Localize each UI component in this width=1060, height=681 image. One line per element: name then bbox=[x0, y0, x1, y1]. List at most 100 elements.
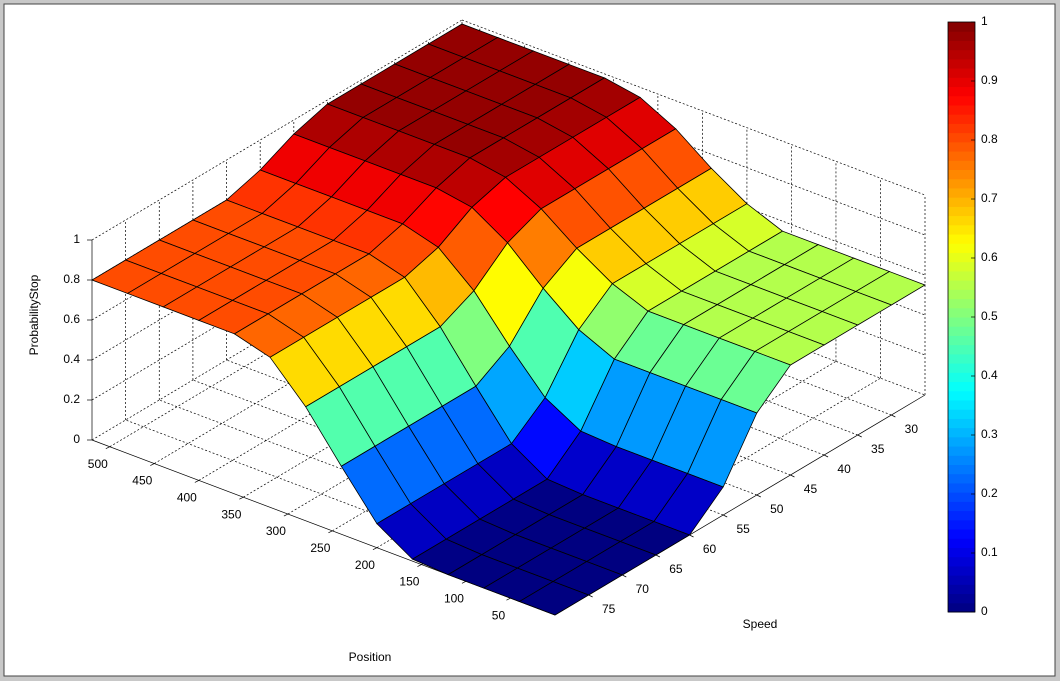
colorbar-tick-label: 0.6 bbox=[981, 250, 998, 264]
colorbar-swatch bbox=[948, 160, 975, 170]
colorbar-swatch bbox=[948, 455, 975, 465]
colorbar-swatch bbox=[948, 593, 975, 604]
colorbar-swatch bbox=[948, 519, 975, 530]
y-tick-label: 45 bbox=[804, 482, 818, 496]
x-tick-label: 50 bbox=[492, 608, 506, 622]
colorbar-swatch bbox=[948, 584, 975, 595]
x-tick bbox=[372, 547, 378, 551]
colorbar-tick-label: 0.3 bbox=[981, 427, 998, 441]
y-axis-label: Speed bbox=[743, 617, 778, 631]
x-tick bbox=[283, 513, 289, 517]
colorbar-swatch bbox=[948, 234, 975, 244]
grid-line bbox=[461, 59, 926, 236]
x-axis-label: Position bbox=[349, 650, 392, 664]
colorbar-swatch bbox=[948, 151, 975, 161]
colorbar-swatch bbox=[948, 556, 975, 567]
colorbar-swatch bbox=[948, 243, 975, 253]
x-tick bbox=[105, 446, 110, 450]
colorbar-swatch bbox=[948, 418, 975, 429]
z-tick-label: 1 bbox=[73, 232, 80, 246]
colorbar-tick-label: 0 bbox=[981, 604, 988, 618]
colorbar-swatch bbox=[948, 464, 975, 475]
colorbar-swatch bbox=[948, 307, 975, 318]
y-tick bbox=[622, 574, 627, 578]
colorbar-swatch bbox=[948, 114, 975, 124]
colorbar-swatch bbox=[948, 261, 975, 272]
colorbar-tick-label: 0.7 bbox=[981, 191, 998, 205]
colorbar-swatch bbox=[948, 280, 975, 290]
colorbar-swatch bbox=[948, 344, 975, 355]
colorbar-swatch bbox=[948, 123, 975, 134]
colorbar-swatch bbox=[948, 31, 975, 41]
y-tick bbox=[689, 534, 694, 538]
colorbar-swatch bbox=[948, 538, 975, 548]
x-tick-label: 500 bbox=[88, 457, 108, 471]
colorbar-swatch bbox=[948, 270, 975, 281]
colorbar-swatch bbox=[948, 390, 975, 401]
colorbar-swatch bbox=[948, 353, 975, 364]
grid-line bbox=[461, 219, 926, 396]
colorbar-swatch bbox=[948, 427, 975, 438]
y-tick bbox=[790, 474, 795, 478]
colorbar-swatch bbox=[948, 602, 975, 613]
colorbar-swatch bbox=[948, 104, 975, 115]
y-tick-label: 55 bbox=[737, 522, 751, 536]
x-tick-label: 400 bbox=[177, 491, 197, 505]
x-tick bbox=[417, 564, 422, 567]
colorbar-tick-label: 0.9 bbox=[981, 73, 998, 87]
x-tick-label: 300 bbox=[266, 524, 286, 538]
colorbar-swatch bbox=[948, 252, 975, 263]
grid-line bbox=[192, 379, 657, 556]
x-tick bbox=[328, 530, 333, 534]
colorbar-swatch bbox=[948, 409, 975, 419]
y-tick bbox=[588, 594, 593, 598]
y-tick bbox=[891, 414, 896, 418]
colorbar-swatch bbox=[948, 436, 975, 447]
z-tick-label: 0.6 bbox=[63, 312, 80, 326]
colorbar-swatch bbox=[948, 335, 975, 346]
grid-line bbox=[159, 399, 623, 576]
colorbar-swatch bbox=[948, 381, 975, 392]
colorbar-swatch bbox=[948, 473, 975, 484]
colorbar-swatch bbox=[948, 363, 975, 373]
colorbar-tick-label: 1 bbox=[981, 14, 988, 28]
z-tick-label: 0 bbox=[73, 432, 80, 446]
colorbar-swatch bbox=[948, 492, 975, 502]
colorbar-swatch bbox=[948, 49, 975, 60]
colorbar-swatch bbox=[948, 529, 975, 539]
x-tick bbox=[461, 581, 467, 584]
colorbar-swatch bbox=[948, 317, 975, 327]
x-tick-label: 450 bbox=[132, 474, 152, 488]
colorbar-swatch bbox=[948, 575, 975, 585]
colorbar-swatch bbox=[948, 178, 975, 189]
colorbar-swatch bbox=[948, 141, 975, 152]
x-tick-label: 200 bbox=[355, 558, 375, 572]
colorbar-swatch bbox=[948, 132, 975, 143]
grid-line bbox=[125, 419, 589, 596]
colorbar-swatch bbox=[948, 197, 975, 207]
colorbar-swatch bbox=[948, 446, 975, 456]
colorbar-swatch bbox=[948, 22, 975, 32]
y-tick bbox=[857, 434, 862, 438]
colorbar-swatch bbox=[948, 501, 975, 512]
y-tick-label: 60 bbox=[703, 542, 717, 556]
y-tick bbox=[823, 454, 829, 458]
x-tick bbox=[150, 463, 155, 466]
y-tick-label: 30 bbox=[905, 422, 919, 436]
colorbar-swatch bbox=[948, 547, 975, 558]
x-tick-label: 350 bbox=[221, 507, 241, 521]
colorbar-tick-label: 0.2 bbox=[981, 486, 998, 500]
colorbar-swatch bbox=[948, 289, 975, 300]
y-tick-label: 50 bbox=[770, 502, 784, 516]
x-tick-label: 100 bbox=[444, 592, 464, 606]
y-tick bbox=[723, 514, 728, 518]
x-tick-label: 150 bbox=[399, 575, 419, 589]
colorbar-swatch bbox=[948, 298, 975, 309]
x-tick bbox=[194, 480, 200, 483]
z-tick-label: 0.4 bbox=[63, 352, 80, 366]
colorbar-swatch bbox=[948, 565, 975, 576]
y-tick bbox=[655, 554, 661, 558]
colorbar-swatch bbox=[948, 187, 975, 198]
